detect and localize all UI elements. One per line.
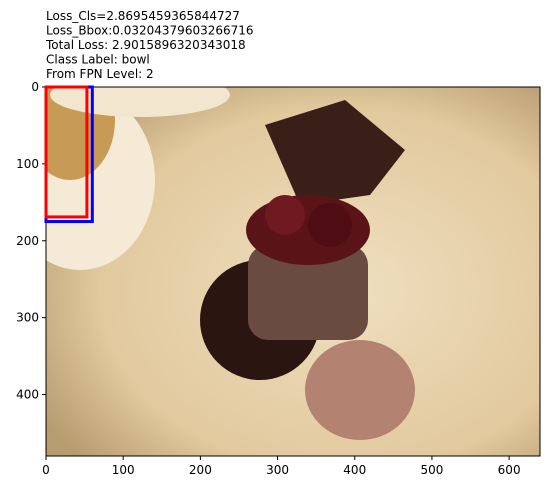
title-line: Loss_Cls=2.8695459365844727 [46, 9, 240, 23]
y-tick-label: 0 [31, 80, 39, 94]
y-tick-label: 100 [16, 157, 39, 171]
title-line: Total Loss: 2.9015896320343018 [45, 38, 246, 52]
x-tick-label: 500 [420, 463, 443, 477]
axes-frame [45, 86, 541, 457]
title-line: From FPN Level: 2 [46, 67, 154, 81]
y-tick-label: 400 [16, 388, 39, 402]
x-tick-label: 400 [343, 463, 366, 477]
x-tick-label: 300 [266, 463, 289, 477]
bounding-box [44, 85, 89, 219]
title-line: Loss_Bbox:0.03204379603266716 [46, 24, 254, 38]
y-tick-label: 200 [16, 234, 39, 248]
title-line: Class Label: bowl [46, 53, 150, 67]
x-tick-label: 0 [42, 463, 50, 477]
x-tick-label: 200 [189, 463, 212, 477]
y-tick-label: 300 [16, 311, 39, 325]
x-tick-label: 600 [498, 463, 521, 477]
photo [46, 87, 540, 456]
x-tick-label: 100 [112, 463, 135, 477]
